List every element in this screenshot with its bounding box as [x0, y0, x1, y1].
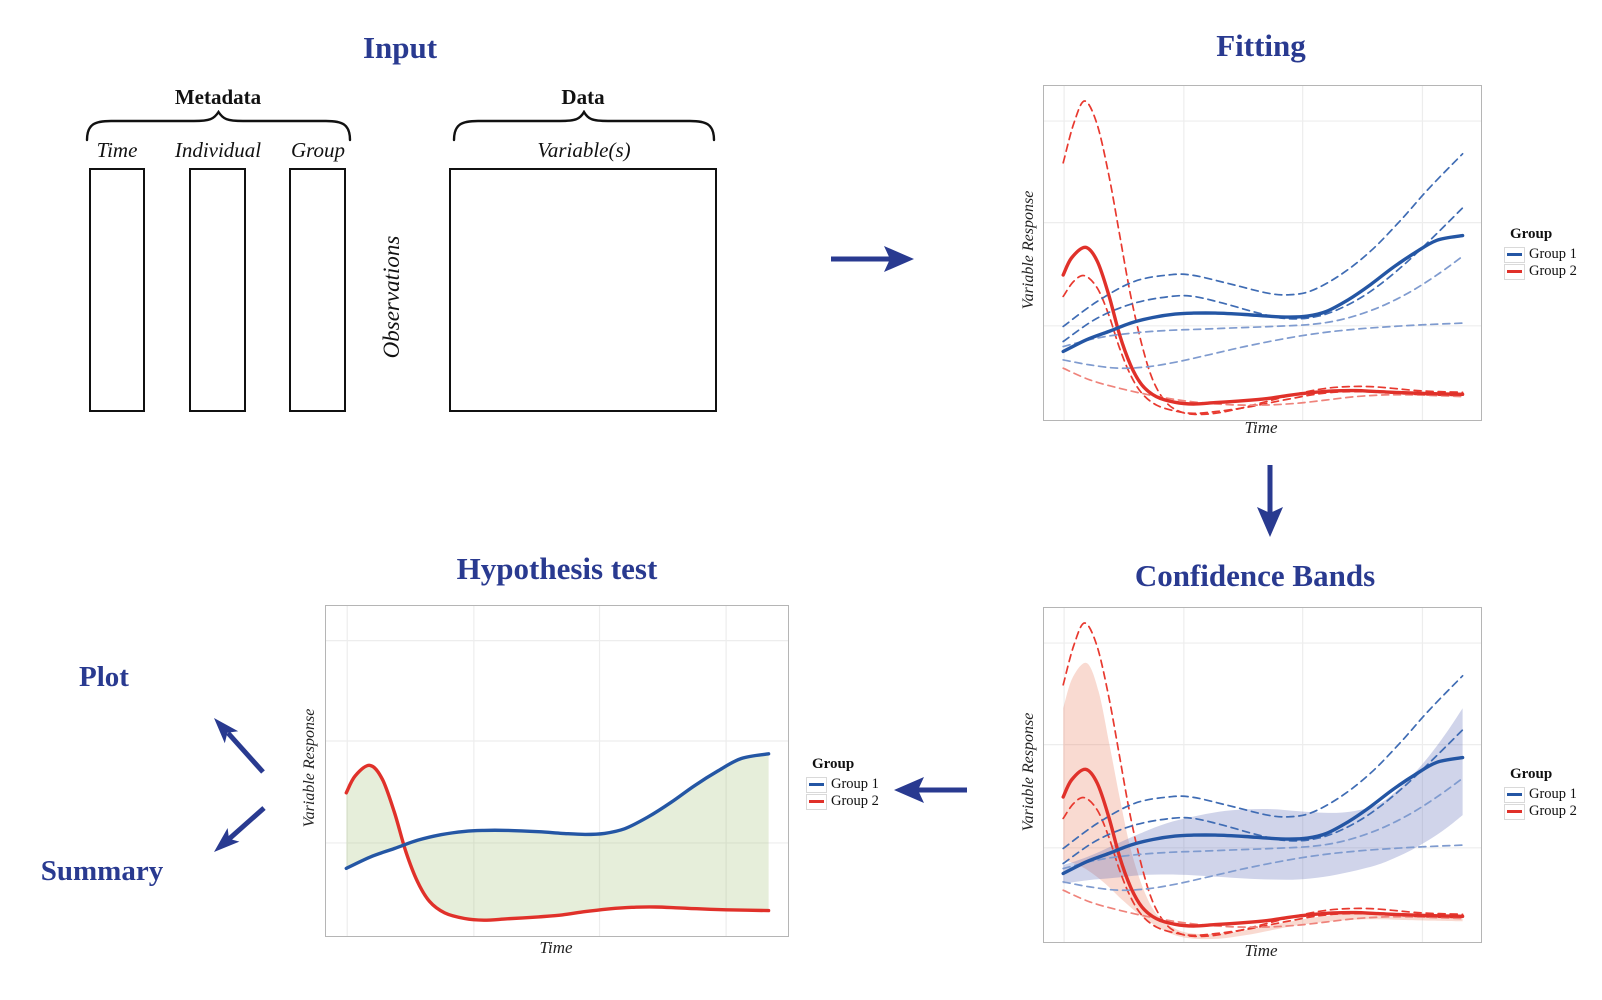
fitting-y-axis-label: Variable Response	[1020, 190, 1037, 310]
group-column-label: Group	[290, 138, 346, 162]
legend-item-group1: Group 1	[1504, 246, 1577, 263]
confidence-bands-plot	[1043, 607, 1482, 943]
fitting-legend: Group Group 1 Group 2	[1504, 226, 1577, 280]
input-title: Input	[362, 30, 438, 65]
legend-item-label: Group 1	[1529, 246, 1577, 262]
confidence-y-axis-label: Variable Response	[1020, 712, 1037, 832]
time-column-rect	[89, 168, 145, 412]
group-column-rect	[289, 168, 346, 412]
legend-item-label: Group 1	[831, 776, 879, 792]
metadata-brace	[85, 110, 352, 142]
group2-swatch	[1504, 263, 1525, 280]
variables-column-label: Variable(s)	[537, 138, 631, 162]
group1-swatch	[806, 776, 827, 793]
data-matrix-rect	[449, 168, 717, 412]
time-column-label: Time	[96, 138, 138, 162]
data-label: Data	[561, 85, 605, 109]
legend-item-group1: Group 1	[1504, 786, 1577, 803]
plot-label: Plot	[79, 661, 129, 693]
hypothesis-to-plot-arrow	[214, 718, 265, 774]
confidence-legend: Group Group 1 Group 2	[1504, 766, 1577, 820]
fitting-plot	[1043, 85, 1482, 421]
group1-swatch	[1504, 786, 1525, 803]
confidence-bands-title: Confidence Bands	[1134, 558, 1376, 593]
input-to-fitting-arrow	[831, 246, 914, 272]
legend-item-label: Group 2	[1529, 803, 1577, 819]
legend-title: Group	[812, 756, 855, 772]
legend-item-group2: Group 2	[1504, 803, 1577, 820]
hypothesis-test-plot	[325, 605, 789, 937]
hypothesis-x-axis-label: Time	[539, 938, 573, 957]
hypothesis-legend: Group Group 1 Group 2	[806, 756, 879, 810]
group1-swatch	[1504, 246, 1525, 263]
group2-swatch	[806, 793, 827, 810]
legend-item-group2: Group 2	[1504, 263, 1577, 280]
legend-item-label: Group 1	[1529, 786, 1577, 802]
legend-item-group1: Group 1	[806, 776, 879, 793]
hypothesis-test-title: Hypothesis test	[456, 551, 658, 586]
fitting-x-axis-label: Time	[1244, 418, 1278, 437]
legend-item-label: Group 2	[831, 793, 879, 809]
legend-title: Group	[1510, 766, 1553, 782]
metadata-label: Metadata	[174, 85, 262, 109]
confidence-to-hypothesis-arrow	[894, 777, 967, 803]
legend-item-group2: Group 2	[806, 793, 879, 810]
group2-swatch	[1504, 803, 1525, 820]
legend-item-label: Group 2	[1529, 263, 1577, 279]
hypothesis-to-summary-arrow	[214, 806, 266, 852]
hypothesis-y-axis-label: Variable Response	[301, 708, 318, 828]
confidence-x-axis-label: Time	[1244, 941, 1278, 960]
legend-title: Group	[1510, 226, 1553, 242]
individual-column-label: Individual	[174, 138, 262, 162]
observations-label: Observations	[379, 235, 404, 359]
fitting-title: Fitting	[1216, 28, 1306, 63]
individual-column-rect	[189, 168, 246, 412]
fitting-to-confidence-arrow	[1257, 465, 1283, 537]
summary-label: Summary	[40, 855, 164, 887]
data-brace	[452, 110, 716, 142]
